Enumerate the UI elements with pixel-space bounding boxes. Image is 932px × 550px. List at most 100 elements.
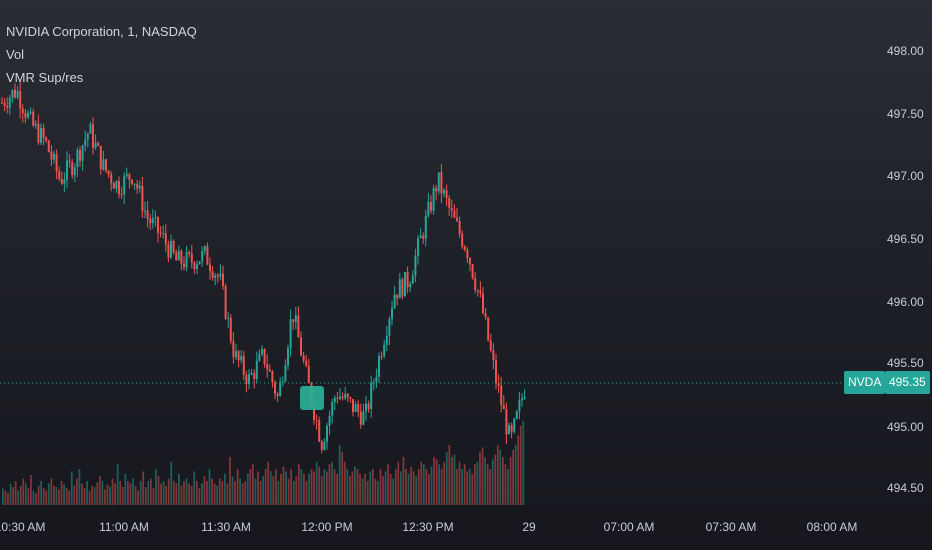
time-tick-label: 07:30 AM [706,520,757,534]
candle-body [281,381,284,383]
volume-bar [468,469,471,505]
volume-histogram [2,421,525,505]
volume-bar [331,461,333,505]
volume-bar [9,483,12,505]
volume-bar [70,471,73,505]
volume-bar [402,457,405,505]
volume-bar [389,473,392,505]
volume-bar [489,469,492,505]
candle-body [245,374,248,385]
candle-body [479,290,482,294]
candle-body [157,216,159,233]
candle-body [190,253,193,263]
price-tick-label: 496.50 [887,232,924,246]
volume-bar [292,481,295,505]
candle-body [76,149,79,168]
candle-body [211,271,214,279]
candle-body [515,411,518,419]
volume-bar [129,483,132,505]
volume-bar [269,471,272,505]
candle-body [68,160,71,163]
volume-bar [2,488,4,505]
candle-body [370,382,373,409]
volume-bar [213,483,216,505]
price-axis[interactable]: 498.00 497.50 497.00 496.50 496.00 495.5… [887,44,924,495]
candle-body [227,317,230,319]
volume-bar [124,473,127,505]
candle-body [393,294,396,309]
candle-body [378,356,380,377]
candle-body [71,162,74,176]
candle-body [453,210,456,218]
volume-bar [343,461,346,505]
volume-bar [415,476,418,505]
volume-bar [231,476,234,505]
time-axis[interactable]: 10:30 AM 11:00 AM 11:30 AM 12:00 PM 12:3… [0,520,857,534]
volume-bar [47,483,50,505]
volume-bar [93,487,96,505]
volume-bar [175,483,178,505]
volume-bar [83,488,86,505]
candle-body [406,272,409,288]
volume-bar [453,454,456,505]
volume-bar [157,476,160,505]
price-tick-label: 498.00 [887,44,924,58]
indicator-volume-label[interactable]: Vol [6,47,25,62]
candle-body [209,264,211,272]
candle-body [323,441,326,450]
candle-body [6,106,9,108]
candle-body [388,319,391,336]
candle-body [92,124,94,148]
volume-bar [24,483,27,505]
candle-body [172,241,175,253]
volume-bar [425,469,428,505]
volume-bar [30,475,32,505]
candle-body [417,238,419,256]
candle-body [456,217,458,222]
candle-body [66,160,68,180]
volume-bar [35,493,37,505]
time-tick-label: 11:00 AM [99,520,149,534]
candle-body [37,123,40,143]
candle-body [149,218,152,224]
candle-body [292,319,295,322]
candle-body [487,317,490,341]
volume-bar [517,435,520,505]
volume-bar [371,469,374,505]
indicator-vmr-label[interactable]: VMR Sup/res [6,70,84,85]
symbol-title[interactable]: NVIDIA Corporation, 1, NASDAQ [6,24,197,39]
candle-body [284,365,287,382]
volume-bar [290,469,293,505]
candle-body [396,294,399,299]
candle-body [42,127,45,138]
candle-body [294,315,297,322]
volume-bar [384,471,387,505]
candle-body [424,215,427,239]
candle-body [19,91,22,109]
volume-bar [461,469,463,505]
volume-bar [443,461,446,505]
volume-bar [499,449,502,505]
volume-bar [149,478,152,505]
volume-bar [86,481,88,505]
volume-bar [7,493,9,505]
candle-body [326,425,328,442]
candle-body [263,348,266,365]
candle-body [305,360,308,366]
candle-body [105,159,107,171]
volume-bar [463,464,466,505]
candle-body [523,396,526,399]
candle-body [94,142,97,148]
volume-bar [244,481,247,505]
candle-body [175,252,178,261]
candle-body [331,402,334,416]
chart-event-marker[interactable] [300,386,324,410]
volume-bar [195,481,198,505]
volume-bar [366,481,369,505]
candle-body [320,441,323,450]
candle-body [383,344,386,357]
candle-body [14,90,16,98]
volume-bar [280,473,282,505]
volume-bar [183,481,185,505]
